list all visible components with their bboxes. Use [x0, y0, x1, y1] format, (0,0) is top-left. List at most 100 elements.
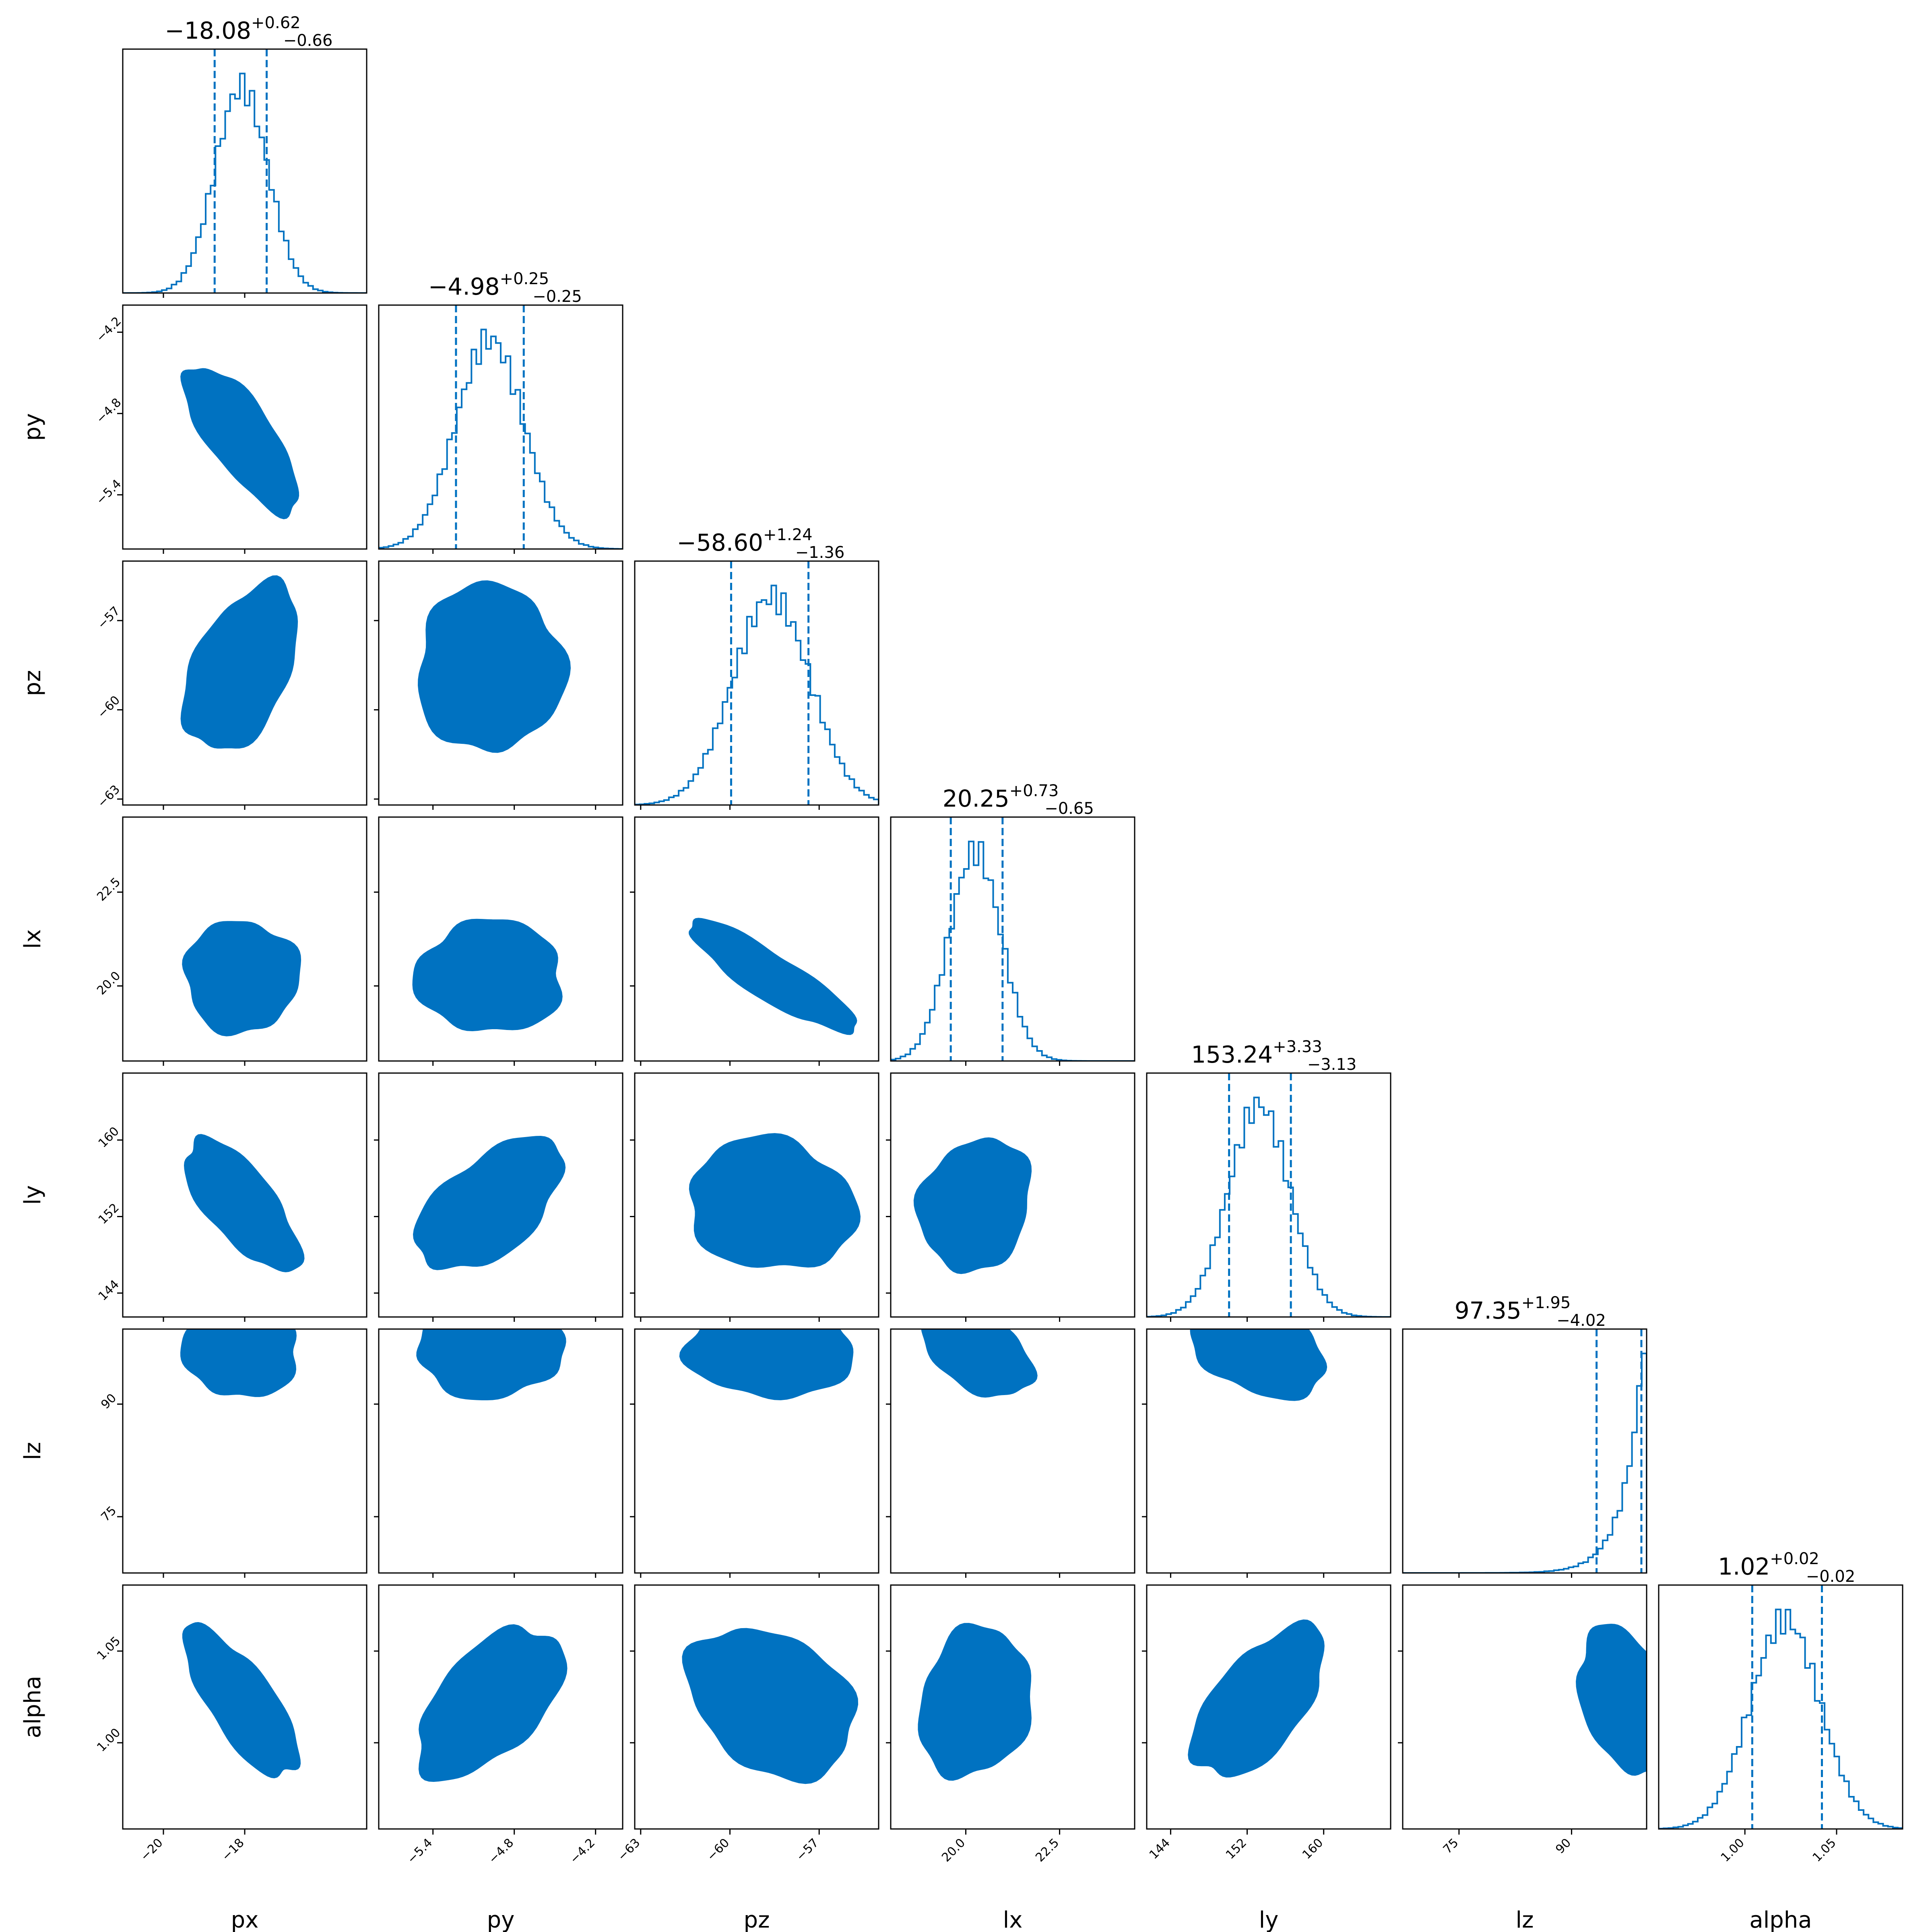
contour-inner [412, 919, 563, 1031]
histogram-lz [1403, 1329, 1647, 1573]
x-tick-label-ly: 160 [1300, 1836, 1326, 1862]
panel-pz-vs-lz [679, 1329, 854, 1400]
histogram-title-pz: −58.60+1.24 [677, 526, 812, 556]
title-median: −4.98 [428, 273, 500, 300]
panel-pz-vs-lx [689, 918, 857, 1035]
contour-inner [418, 1624, 568, 1782]
title-plus: +3.33 [1273, 1038, 1322, 1056]
title-median: 20.25 [943, 785, 1009, 812]
histogram-title-py: −4.98+0.25 [428, 270, 549, 300]
contour-inner [689, 918, 857, 1035]
title-median: −18.08 [165, 17, 251, 44]
histogram-title-px: −18.08+0.62 [165, 14, 300, 44]
panel-frame [378, 1584, 623, 1830]
histogram-title-alpha: 1.02+0.02 [1718, 1550, 1819, 1580]
x-tick-label-pz: −63 [615, 1836, 643, 1864]
contour-inner [180, 368, 299, 519]
x-tick-label-ly: 144 [1147, 1836, 1173, 1862]
panel-py-vs-alpha [418, 1624, 568, 1782]
title-plus: +0.62 [251, 14, 301, 32]
panel-px-vs-py [180, 368, 299, 519]
contour-inner [413, 1136, 566, 1270]
panel-frame [890, 816, 1135, 1062]
contour-inner [418, 580, 571, 753]
title-plus: +1.24 [763, 526, 813, 544]
panel-frame [1146, 1584, 1391, 1830]
histogram-title-lz: 97.35+1.95 [1455, 1294, 1571, 1324]
contour-inner [1190, 1329, 1327, 1401]
histogram-steps [1403, 1352, 1647, 1573]
y-tick-label-lx: 20.0 [94, 969, 123, 998]
x-tick-label-px: −20 [138, 1836, 166, 1864]
panel-lx-vs-ly [913, 1137, 1032, 1274]
contour-inner [180, 1329, 297, 1397]
panel-frame [634, 1584, 879, 1830]
x-tick-label-lx: 22.5 [1033, 1836, 1062, 1865]
panel-ly-vs-lz [1190, 1329, 1327, 1401]
panel-pz-vs-alpha [682, 1628, 859, 1784]
panel-frame [378, 304, 623, 550]
title-plus: +1.95 [1521, 1294, 1571, 1312]
panel-py-vs-lz [416, 1329, 566, 1400]
x-axis-label-pz: pz [744, 1907, 770, 1932]
panel-frame [1658, 1584, 1903, 1830]
panel-py-vs-lx [412, 919, 563, 1031]
contour-inner [921, 1329, 1038, 1398]
x-axis-label-lx: lx [1003, 1907, 1023, 1932]
panel-lz-vs-alpha [1576, 1624, 1647, 1776]
panel-frame [378, 1072, 623, 1318]
x-tick-label-alpha: 1.05 [1810, 1836, 1839, 1865]
x-tick-label-lz: 90 [1553, 1836, 1574, 1857]
histogram-title-ly: 153.24+3.33 [1191, 1038, 1322, 1068]
title-minus: −0.02 [1806, 1567, 1856, 1586]
histogram-ly [1147, 1073, 1391, 1317]
histogram-alpha [1659, 1585, 1903, 1829]
y-axis-label-lz: lz [20, 1442, 46, 1460]
panel-lx-vs-lz [921, 1329, 1038, 1398]
histogram-px [123, 49, 367, 293]
title-plus: +0.02 [1770, 1550, 1819, 1568]
x-tick-label-py: −4.8 [486, 1836, 516, 1866]
contour-inner [416, 1329, 566, 1400]
contour-inner [679, 1329, 854, 1400]
x-tick-label-lx: 20.0 [939, 1836, 968, 1865]
y-tick-label-py: −4.2 [93, 314, 124, 345]
title-plus: +0.73 [1009, 782, 1059, 800]
x-axis-label-alpha: alpha [1749, 1907, 1812, 1932]
x-tick-label-alpha: 1.00 [1718, 1836, 1747, 1865]
x-axis-label-px: px [231, 1907, 259, 1932]
panel-py-vs-pz [418, 580, 571, 753]
x-axis-label-ly: ly [1259, 1907, 1279, 1932]
y-tick-label-alpha: 1.05 [94, 1634, 123, 1663]
y-tick-label-lx: 22.5 [94, 875, 123, 904]
title-minus: −0.65 [1044, 799, 1094, 818]
panel-frame [634, 560, 879, 806]
y-tick-label-lz: 75 [98, 1504, 119, 1525]
panel-frame [1402, 1584, 1647, 1830]
x-axis-label-lz: lz [1516, 1907, 1534, 1932]
panel-px-vs-ly [184, 1134, 305, 1272]
y-axis-label-pz: pz [20, 670, 46, 696]
histogram-py [379, 305, 623, 549]
y-tick-label-alpha: 1.00 [94, 1726, 123, 1754]
histogram-lx [891, 817, 1135, 1061]
panel-frame [890, 1584, 1135, 1830]
panel-pz-vs-ly [689, 1133, 861, 1268]
panel-px-vs-alpha [182, 1622, 301, 1779]
histogram-steps [1147, 1096, 1391, 1317]
panel-frame [378, 816, 623, 1062]
histogram-pz [635, 561, 879, 805]
contour-inner [180, 575, 298, 749]
panel-px-vs-lz [180, 1329, 297, 1397]
x-tick-label-pz: −60 [704, 1836, 733, 1864]
title-minus: −4.02 [1556, 1311, 1606, 1330]
panel-frame [1146, 1328, 1391, 1574]
title-median: 153.24 [1191, 1041, 1273, 1068]
y-tick-label-py: −5.4 [93, 477, 124, 507]
y-axis-label-lx: lx [20, 929, 46, 949]
title-median: 1.02 [1718, 1553, 1770, 1580]
histogram-steps [635, 584, 879, 805]
title-minus: −1.36 [795, 543, 845, 562]
panel-ly-vs-alpha [1188, 1619, 1325, 1778]
title-plus: +0.25 [500, 270, 549, 288]
